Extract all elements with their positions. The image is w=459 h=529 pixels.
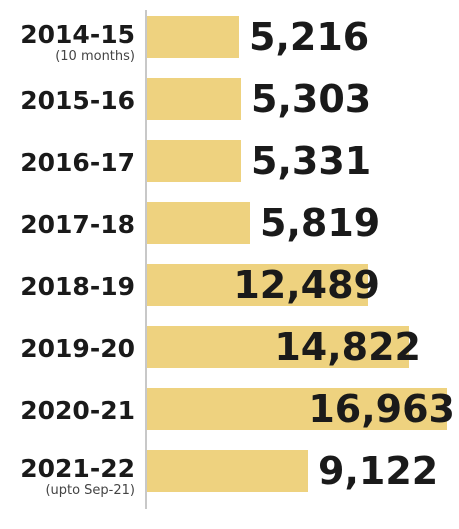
bar	[147, 388, 447, 430]
category-label: 2020-21	[20, 396, 135, 425]
category-axis-line	[145, 10, 147, 509]
data-label: 14,822	[274, 325, 421, 369]
category-label: 2016-17	[20, 148, 135, 177]
data-label: 5,303	[251, 77, 372, 121]
category-label: 2018-19	[20, 272, 135, 301]
data-label: 5,216	[249, 15, 370, 59]
data-label: 12,489	[233, 263, 380, 307]
bar	[147, 78, 241, 120]
data-label: 9,122	[318, 449, 439, 493]
bar	[147, 202, 250, 244]
bar	[147, 326, 409, 368]
category-label: 2019-20	[20, 334, 135, 363]
category-label: 2015-16	[20, 86, 135, 115]
data-label: 5,331	[251, 139, 372, 183]
bar	[147, 450, 308, 492]
bar	[147, 16, 239, 58]
bar	[147, 264, 368, 306]
category-label: 2017-18	[20, 210, 135, 239]
data-label: 16,963	[308, 387, 455, 431]
data-label: 5,819	[260, 201, 381, 245]
category-note: (10 months)	[55, 49, 135, 64]
category-note: (upto Sep-21)	[45, 483, 135, 498]
bar	[147, 140, 241, 182]
category-label: 2014-15	[20, 20, 135, 49]
category-label: 2021-22	[20, 454, 135, 483]
